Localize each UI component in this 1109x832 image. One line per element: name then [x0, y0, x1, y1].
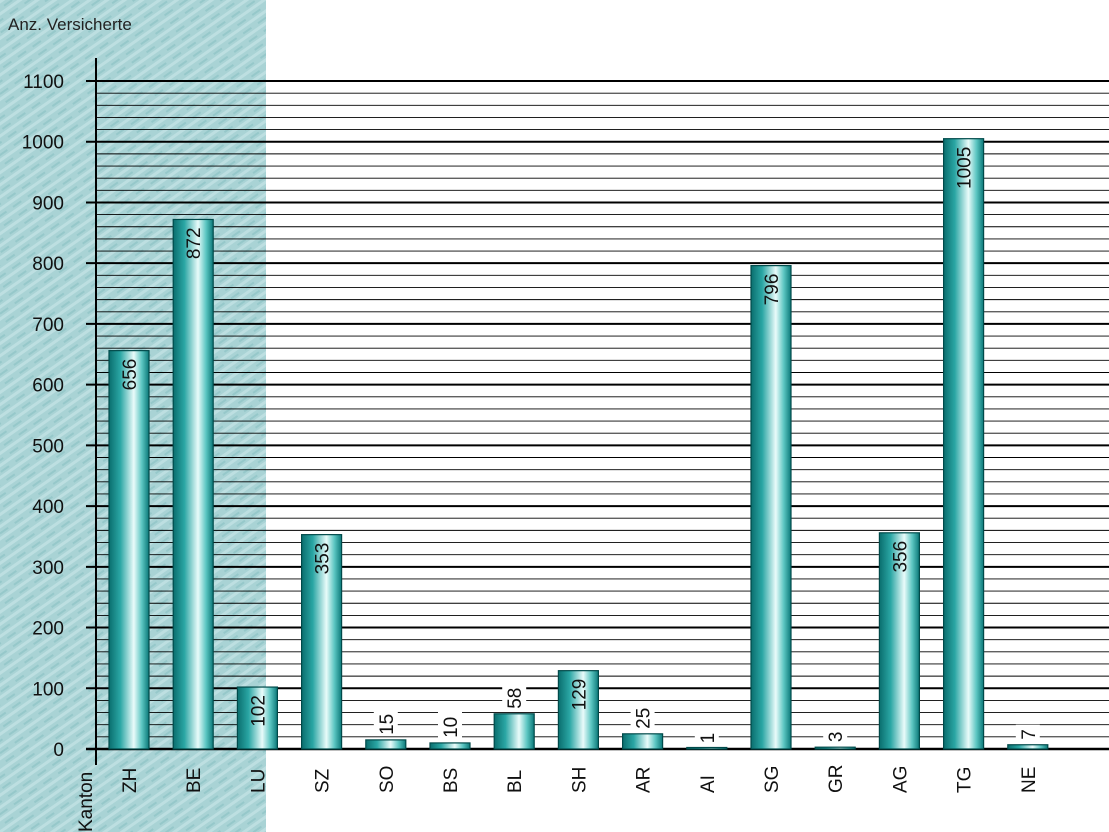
bar-sg: [750, 265, 792, 750]
category-label-bl: BL: [505, 770, 526, 793]
value-label-tg: 1005: [955, 147, 976, 189]
y-tick-label: 700: [32, 315, 64, 336]
bar-be: [172, 218, 214, 750]
category-labels: ZH BE LU SZ SO BS BL SH AR AI SG GR AG TG NE: [120, 765, 1040, 794]
value-label-so: 15: [377, 714, 398, 735]
category-label-lu: LU: [248, 769, 269, 793]
value-label-bg: [438, 711, 462, 738]
category-label-ai: AI: [698, 775, 719, 793]
bar-zh: [108, 350, 150, 750]
value-label-zh: 656: [120, 359, 141, 391]
value-label-bg: [630, 702, 655, 729]
value-labels: 656 872 102 353 15 10 58 129 25 1 796 3 356 1005 7: [120, 147, 1040, 744]
bar-so: [365, 739, 407, 750]
value-label-lu: 102: [248, 695, 269, 727]
value-label-bg: [823, 727, 848, 743]
y-tick-label: 200: [32, 619, 64, 640]
bar-bs: [429, 742, 471, 750]
value-label-bl: 58: [505, 688, 526, 709]
value-label-ag: 356: [890, 541, 911, 573]
category-label-zh: ZH: [120, 768, 141, 793]
bar-ai: [686, 746, 728, 750]
category-label-ne: NE: [1019, 767, 1040, 793]
category-label-ar: AR: [634, 767, 655, 793]
category-label-ag: AG: [890, 766, 911, 793]
y-tick-label: 600: [32, 376, 64, 397]
value-label-bs: 10: [441, 717, 462, 738]
bar-gr: [814, 746, 856, 750]
value-label-bg: [1015, 724, 1040, 740]
bar-ar: [621, 733, 664, 750]
y-tick-label: 1000: [22, 133, 64, 154]
y-tick-label: 300: [32, 558, 64, 579]
value-label-sg: 796: [762, 274, 783, 306]
value-label-sh: 129: [569, 679, 590, 711]
category-label-be: BE: [184, 768, 205, 793]
y-tick-label: 1100: [23, 72, 64, 93]
value-label-bg: [373, 708, 398, 735]
value-label-ar: 25: [634, 708, 655, 729]
bar-ag: [878, 532, 921, 750]
bar-ne: [1007, 744, 1049, 750]
category-label-gr: GR: [826, 765, 847, 794]
y-tick-label: 400: [32, 497, 64, 518]
x-axis-label: Kanton: [76, 772, 97, 832]
bar-lu: [236, 686, 278, 750]
bars: [108, 138, 1049, 750]
value-label-ne: 7: [1019, 729, 1040, 740]
category-label-so: SO: [377, 766, 398, 793]
y-tick-label: 0: [53, 740, 64, 761]
y-axis-label: Anz. Versicherte: [8, 15, 132, 34]
category-label-sg: SG: [762, 766, 783, 793]
category-label-sh: SH: [569, 767, 590, 793]
y-tick-label: 500: [32, 436, 64, 457]
y-tick-label: 900: [32, 193, 64, 214]
bar-sz: [301, 534, 343, 750]
bar-sh: [557, 670, 600, 750]
value-label-be: 872: [184, 227, 205, 259]
value-label-ai: 1: [698, 733, 719, 744]
y-tick-label: 100: [32, 679, 64, 700]
bar-tg: [942, 138, 985, 750]
y-tick-labels: 0 100 200 300 400 500 600 700 800 900 1000 1100: [22, 72, 64, 761]
y-tick-label: 800: [32, 254, 64, 275]
category-label-sz: SZ: [313, 768, 334, 793]
category-label-tg: TG: [955, 767, 976, 793]
value-label-sz: 353: [313, 543, 334, 575]
value-label-gr: 3: [826, 732, 847, 743]
value-label-bg: [694, 728, 719, 744]
category-label-bs: BS: [441, 768, 462, 793]
bar-bl: [493, 713, 535, 750]
value-label-bg: [502, 682, 527, 709]
